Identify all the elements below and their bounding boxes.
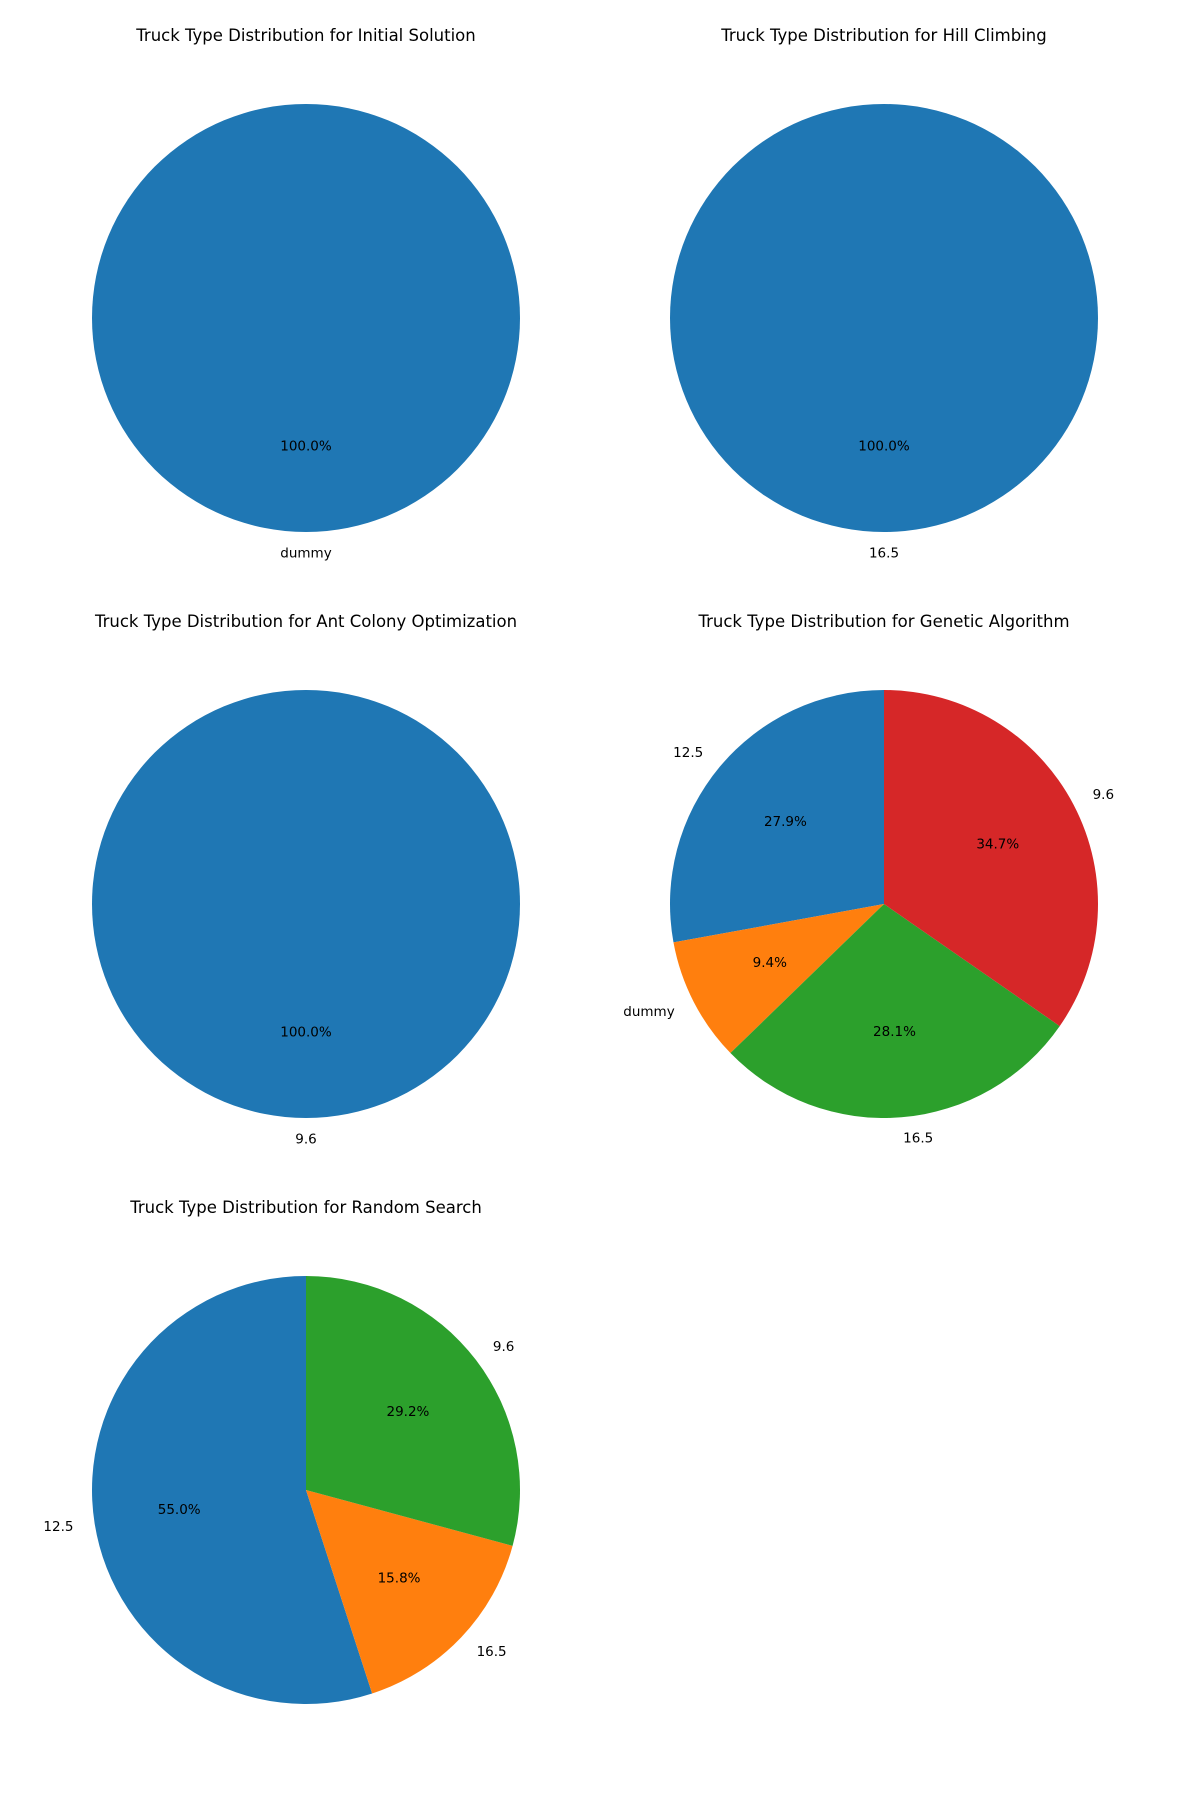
pie-slice: [673, 904, 884, 1054]
slice-label: dummy: [623, 1004, 674, 1020]
slice-label: 9.6: [295, 1131, 316, 1147]
pie-chart-1: Truck Type Distribution for Initial Solu…: [92, 26, 520, 532]
slice-label: dummy: [280, 545, 331, 561]
pie-chart-3: Truck Type Distribution for Ant Colony O…: [92, 612, 520, 1118]
chart-title: Truck Type Distribution for Genetic Algo…: [697, 612, 1069, 631]
percent-label: 9.4%: [753, 955, 787, 971]
percent-label: 34.7%: [976, 837, 1019, 853]
pie-slice: [306, 1490, 513, 1694]
chart-title: Truck Type Distribution for Hill Climbin…: [720, 26, 1047, 45]
slice-label: 16.5: [869, 545, 899, 561]
pie-slice: [730, 904, 1060, 1119]
pie-chart-2: Truck Type Distribution for Hill Climbin…: [670, 26, 1098, 532]
pie-slice: [92, 1276, 373, 1704]
slice-label: 12.5: [673, 745, 703, 761]
slice-label: 16.5: [477, 1644, 507, 1660]
pie-chart-5: Truck Type Distribution for Random Searc…: [92, 1198, 520, 1704]
percent-label: 55.0%: [158, 1502, 201, 1518]
percent-label: 100.0%: [280, 438, 332, 454]
percent-label: 100.0%: [858, 438, 910, 454]
pie-slice: [884, 690, 1098, 1027]
slice-label: 9.6: [493, 1339, 514, 1355]
pie-slice: [670, 104, 1098, 532]
pie-slice: [92, 690, 520, 1118]
percent-label: 15.8%: [378, 1570, 421, 1586]
slice-label: 12.5: [43, 1519, 73, 1535]
pie-slice: [92, 104, 520, 532]
chart-title: Truck Type Distribution for Random Searc…: [129, 1198, 482, 1217]
pie-slice: [670, 690, 884, 943]
pie-chart-4: Truck Type Distribution for Genetic Algo…: [670, 612, 1098, 1119]
chart-title: Truck Type Distribution for Initial Solu…: [135, 26, 475, 45]
chart-title: Truck Type Distribution for Ant Colony O…: [94, 612, 517, 631]
percent-label: 100.0%: [280, 1024, 332, 1040]
slice-label: 9.6: [1093, 787, 1114, 803]
percent-label: 27.9%: [764, 814, 807, 830]
slice-label: 16.5: [903, 1131, 933, 1147]
pie-slice: [306, 1276, 520, 1546]
percent-label: 28.1%: [873, 1024, 916, 1040]
percent-label: 29.2%: [387, 1404, 430, 1420]
